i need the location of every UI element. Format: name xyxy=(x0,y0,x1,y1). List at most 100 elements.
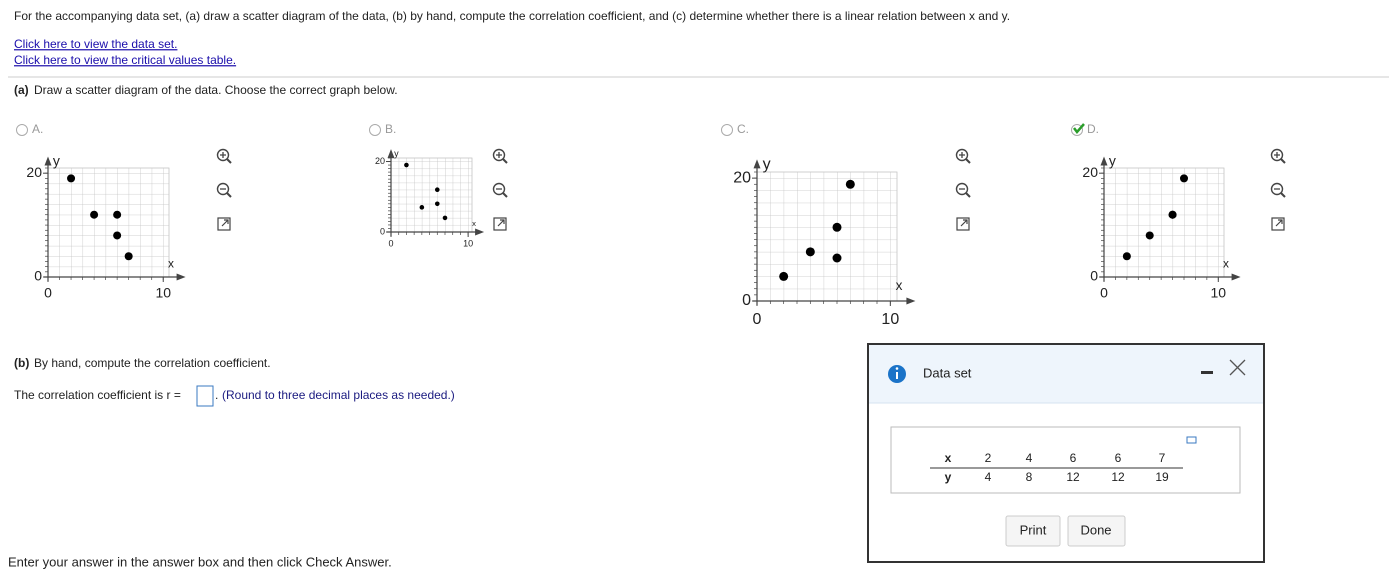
point xyxy=(779,271,789,281)
x-tick-label: 0 xyxy=(753,311,762,328)
radio[interactable] xyxy=(369,124,381,136)
answer-prompt: The correlation coefficient is r = xyxy=(14,388,181,402)
point xyxy=(124,252,133,261)
table-frame xyxy=(890,426,1241,494)
plot-grid xyxy=(390,157,473,233)
option-letter: B. xyxy=(385,122,396,136)
point xyxy=(404,162,409,168)
print-label[interactable]: Print xyxy=(1020,522,1047,537)
radio[interactable] xyxy=(721,124,733,136)
data-set-link[interactable]: Click here to view the data set. xyxy=(14,37,177,51)
popout-arrow xyxy=(960,219,968,227)
y-tick-label: 0 xyxy=(380,226,385,236)
popout-arrow xyxy=(1275,219,1283,227)
zoom-handle xyxy=(1280,192,1286,198)
popout-arrow xyxy=(497,219,505,227)
table-cell: 12 xyxy=(1066,470,1080,484)
zoom-sign xyxy=(1274,152,1280,158)
done-button[interactable] xyxy=(1067,515,1126,547)
critical-values-link[interactable]: Click here to view the critical values t… xyxy=(14,53,236,67)
point xyxy=(113,231,122,240)
table-cell: 6 xyxy=(1115,451,1122,465)
check-mark xyxy=(1073,123,1085,134)
point xyxy=(434,187,440,193)
point xyxy=(434,201,440,207)
info-icon-bar xyxy=(896,372,898,379)
y-arrow xyxy=(387,149,395,159)
table-cell: 7 xyxy=(1159,451,1166,465)
answer-box[interactable] xyxy=(196,385,214,407)
y-arrow xyxy=(1100,156,1108,166)
point xyxy=(832,253,842,263)
y-tick-label: 0 xyxy=(34,268,42,284)
part-b-label: (b) xyxy=(14,356,29,370)
zoom-handle xyxy=(502,192,508,198)
table-cell: 8 xyxy=(1026,470,1033,484)
part-a-text: Draw a scatter diagram of the data. Choo… xyxy=(34,83,398,97)
dialog: Data set Print Done xyxy=(867,343,1265,563)
table-header: y xyxy=(945,470,952,484)
zoom-handle xyxy=(226,192,232,198)
table-cell: 4 xyxy=(985,470,992,484)
x-tick-label: 0 xyxy=(1100,285,1108,301)
table-cell: 19 xyxy=(1155,470,1169,484)
point xyxy=(805,247,815,257)
print-button[interactable] xyxy=(1005,515,1061,547)
x-tick-label: 0 xyxy=(388,238,393,248)
question: For the accompanying data set, (a) draw … xyxy=(14,9,1010,23)
y-tick-label: 0 xyxy=(742,292,751,309)
y-tick-label: 20 xyxy=(26,164,42,180)
point xyxy=(845,179,855,189)
x-arrow xyxy=(906,297,916,305)
zoom-handle xyxy=(502,158,508,164)
zoom-sign xyxy=(496,152,502,158)
plot-grid xyxy=(756,171,898,302)
option-letter: D. xyxy=(1087,122,1099,136)
table-cell: 6 xyxy=(1070,451,1077,465)
option-letter: C. xyxy=(737,122,749,136)
point xyxy=(67,174,76,183)
point xyxy=(90,210,99,219)
x-axis-label: x xyxy=(472,219,476,228)
done-label[interactable]: Done xyxy=(1080,522,1111,537)
zoom-sign xyxy=(220,152,226,158)
y-tick-label: 20 xyxy=(375,156,385,166)
y-axis-label: y xyxy=(1109,152,1116,168)
x-axis-label: x xyxy=(168,257,174,271)
dialog-title: Data set xyxy=(923,365,972,380)
x-tick-label: 0 xyxy=(44,285,52,301)
y-tick-label: 0 xyxy=(1090,268,1098,284)
zoom-handle xyxy=(226,158,232,164)
radio[interactable] xyxy=(16,124,28,136)
part-b-text: By hand, compute the correlation coeffic… xyxy=(34,356,271,370)
zoom-handle xyxy=(965,192,971,198)
answer-hint: (Round to three decimal places as needed… xyxy=(222,388,455,402)
zoom-sign xyxy=(959,152,965,158)
table-cell: 4 xyxy=(1026,451,1033,465)
x-arrow xyxy=(475,228,485,236)
footer: Enter your answer in the answer box and … xyxy=(8,554,392,569)
table-cell: 2 xyxy=(985,451,992,465)
option-letter: A. xyxy=(32,122,43,136)
zoom-handle xyxy=(965,158,971,164)
point xyxy=(1168,210,1177,219)
x-tick-label: 10 xyxy=(463,238,473,248)
y-arrow xyxy=(44,156,52,166)
dialog-header xyxy=(869,345,1263,403)
point xyxy=(832,222,842,232)
point xyxy=(419,205,425,210)
point xyxy=(1145,231,1154,240)
copy-icon[interactable] xyxy=(1186,436,1197,444)
x-arrow xyxy=(1231,273,1241,281)
table-cell: 12 xyxy=(1111,470,1125,484)
point xyxy=(113,210,122,219)
y-axis-label: y xyxy=(53,152,60,168)
y-axis-label: y xyxy=(763,156,771,173)
close-button[interactable] xyxy=(1229,359,1246,376)
popout-arrow xyxy=(221,219,229,227)
point xyxy=(442,215,448,221)
y-tick-label: 20 xyxy=(733,169,751,186)
minimize-button[interactable] xyxy=(1201,371,1213,374)
answer-suffix: . xyxy=(215,388,218,402)
